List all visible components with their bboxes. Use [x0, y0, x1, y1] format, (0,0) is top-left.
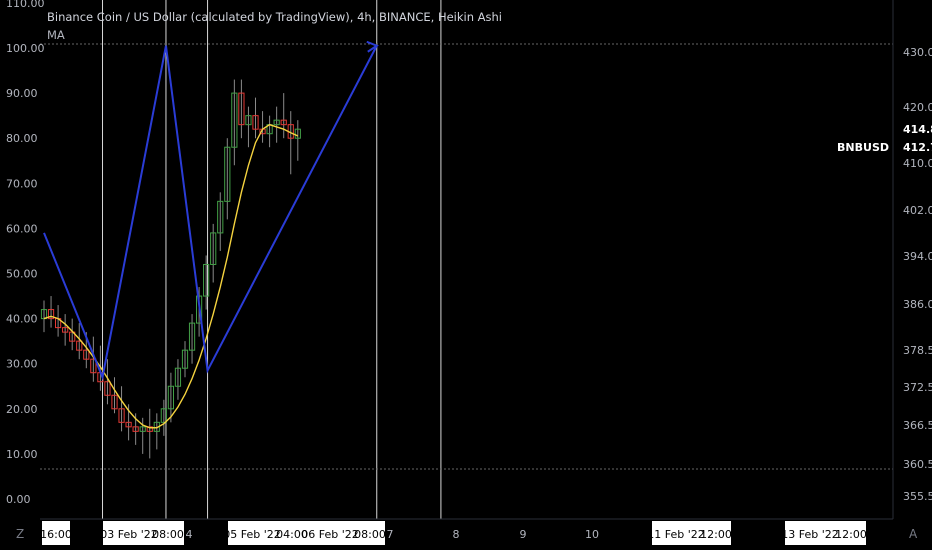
left-axis-tick-label: 110.00 — [6, 0, 45, 10]
symbol-label: BNBUSD — [837, 141, 889, 154]
candle-body — [146, 426, 153, 432]
candle-body — [174, 367, 182, 387]
x-axis-tick-label: 08:00 — [354, 528, 386, 541]
ma-line — [43, 123, 299, 429]
x-axis-tick-label: 05 Feb '22 — [223, 528, 281, 541]
right-axis-tick-label: 372.5 — [903, 381, 932, 394]
left-axis-tick-label: 20.00 — [6, 403, 38, 416]
candle-body — [238, 92, 245, 126]
candle-body — [231, 92, 238, 148]
right-axis-tick-label: 410.0 — [903, 157, 932, 170]
candle-body — [294, 128, 301, 139]
candle-body — [125, 421, 132, 428]
candle-body — [210, 232, 217, 265]
candle-body — [111, 394, 118, 410]
candle-body — [196, 295, 203, 324]
right-axis-tick-label: 386.0 — [903, 298, 932, 311]
candle-body — [252, 115, 259, 130]
left-axis-tick-label: 60.00 — [6, 222, 38, 235]
candle-body — [132, 426, 139, 432]
left-axis-tick-label: 90.00 — [6, 87, 38, 100]
left-axis-tick-label: 0.00 — [6, 493, 31, 506]
x-axis-tick-label: 7 — [387, 528, 394, 541]
candle-body — [217, 200, 224, 234]
candle-body — [139, 426, 146, 432]
x-axis-tick-label: 03 Feb '22 — [100, 528, 158, 541]
right-axis-tick-label: 378.5 — [903, 344, 932, 357]
left-axis-tick-label: 70.00 — [6, 177, 38, 190]
x-axis-tick-label: 13 Feb '22 — [781, 528, 839, 541]
timezone-icon[interactable]: Z — [16, 527, 25, 541]
auto-scale-button[interactable]: A — [909, 527, 918, 541]
chart-title: Binance Coin / US Dollar (calculated by … — [47, 10, 503, 24]
candle-body — [90, 358, 97, 374]
candle-body — [118, 408, 125, 423]
x-axis-tick-label: 06 Feb '22 — [301, 528, 359, 541]
indicator-label-ma[interactable]: MA — [47, 28, 65, 42]
left-axis-tick-label: 50.00 — [6, 268, 38, 281]
right-axis-tick-label: 420.0 — [903, 101, 932, 114]
x-axis-highlight-box — [228, 521, 385, 545]
candle-body — [203, 263, 210, 297]
x-axis-tick-label: 12:00 — [700, 528, 732, 541]
right-axis-tick-label: 360.5 — [903, 458, 932, 471]
x-axis-highlight-box — [103, 521, 184, 545]
candle-body — [280, 119, 287, 126]
x-axis-tick-label: 12:00 — [835, 528, 867, 541]
left-axis-tick-label: 40.00 — [6, 313, 38, 326]
left-axis-tick-label: 80.00 — [6, 132, 38, 145]
candle-body — [104, 381, 111, 396]
left-axis-tick-label: 30.00 — [6, 358, 38, 371]
candle-body — [181, 349, 189, 369]
candle-body — [167, 385, 175, 410]
candle-body — [83, 349, 90, 360]
candle-body — [224, 146, 231, 202]
x-axis-tick-label: 4 — [186, 528, 193, 541]
candle-body — [188, 322, 196, 351]
candle-body — [76, 340, 83, 351]
x-axis-highlight-box — [42, 521, 70, 545]
right-axis-tick-label: 355.5 — [903, 490, 932, 503]
x-axis-highlight-box — [652, 521, 731, 545]
x-axis-tick-label: 16:00 — [40, 528, 72, 541]
right-axis-tick-label: 430.0 — [903, 46, 932, 59]
left-axis-tick-label: 100.00 — [6, 42, 45, 55]
drawing-arrowhead — [366, 40, 379, 53]
x-axis-tick-label: 10 — [585, 528, 599, 541]
x-axis-tick-label: 11 Feb '22 — [647, 528, 705, 541]
current-price-label: 412.7 — [903, 141, 932, 154]
x-axis-tick-label: 8 — [453, 528, 460, 541]
candle-body — [160, 408, 167, 423]
candle-body — [245, 115, 252, 126]
x-axis-tick-label: 9 — [520, 528, 527, 541]
trend-drawing-line — [43, 45, 378, 381]
current-price-label: 414.8 — [903, 123, 932, 136]
candle-body — [47, 309, 55, 320]
right-axis-tick-label: 366.5 — [903, 419, 932, 432]
x-axis-tick-label: 04:00 — [276, 528, 308, 541]
candle-body — [273, 119, 280, 126]
x-axis-tick-label: 08:00 — [152, 528, 184, 541]
candle-body — [62, 327, 69, 333]
right-axis-tick-label: 402.0 — [903, 204, 932, 217]
x-axis-highlight-box — [785, 521, 866, 545]
left-axis-tick-label: 10.00 — [6, 448, 38, 461]
right-axis-tick-label: 394.0 — [903, 250, 932, 263]
